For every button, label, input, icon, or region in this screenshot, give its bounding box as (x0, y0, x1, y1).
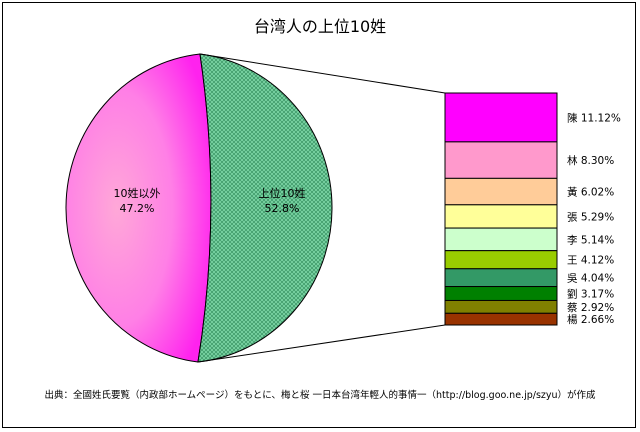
pie-label-top10: 上位10姓 (259, 186, 306, 200)
stacked-bar (444, 92, 558, 326)
bar-segment-10 (444, 312, 558, 326)
bar-segment-3 (444, 177, 558, 206)
connector-top (199, 53, 446, 94)
bar-label-5: 李 5.14% (567, 233, 614, 246)
bar-label-4: 張 5.29% (567, 211, 614, 223)
bar-labels: 陳 11.12% 林 8.30% 黃 6.02% 張 5.29% 李 5.14% 王 4.… (567, 112, 621, 326)
bar-segment-6 (444, 250, 558, 270)
bar-segment-5 (444, 227, 558, 252)
pie-to-bar-connectors (197, 53, 446, 363)
source-note: 出典：全國姓氏要覧（内政部ホームページ）をもとに、梅と桜 一日本台湾年輕人的事情… (44, 389, 596, 401)
connector-bottom (197, 324, 446, 363)
bar-label-8: 劉 3.17% (567, 288, 614, 301)
bar-label-6: 王 4.12% (567, 255, 614, 267)
pie-slice-top10 (197, 53, 333, 363)
pie-value-others: 47.2% (120, 202, 155, 215)
bar-segment-8 (444, 286, 558, 301)
pie-label-others: 10姓以外 (114, 186, 161, 200)
bar-label-2: 林 8.30% (567, 154, 614, 167)
bar-segment-4 (444, 204, 558, 229)
chart-title: 台湾人の上位10姓 (254, 17, 386, 36)
bar-label-3: 黃 6.02% (567, 186, 614, 199)
bar-label-10: 楊 2.66% (567, 313, 614, 326)
pie-value-top10: 52.8% (265, 202, 300, 215)
pie-chart: 10姓以外 47.2% 上位10姓 52.8% (65, 53, 333, 363)
bar-segment-7 (444, 268, 558, 288)
bar-label-7: 吳 4.04% (567, 273, 614, 285)
bar-segment-9 (444, 299, 558, 314)
bar-label-9: 蔡 2.92% (567, 301, 614, 314)
bar-segment-2 (444, 141, 558, 179)
bar-segment-1 (444, 92, 558, 143)
bar-label-1: 陳 11.12% (567, 112, 621, 124)
